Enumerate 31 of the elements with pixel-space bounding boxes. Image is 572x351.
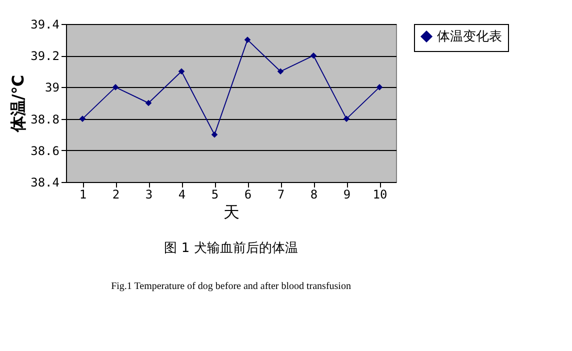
y-tick-label: 38.4 [30, 176, 60, 190]
point [112, 84, 119, 90]
x-tick-label: 6 [244, 188, 252, 202]
y-tick-label: 38.6 [30, 144, 60, 158]
x-tick-label: 8 [310, 188, 318, 202]
point [376, 84, 383, 90]
point [277, 68, 284, 75]
point [310, 52, 317, 59]
point [211, 131, 218, 138]
x-tick-label: 3 [145, 188, 153, 202]
point [244, 36, 251, 43]
x-tick-label: 1 [79, 188, 87, 202]
y-tick-label: 39.4 [30, 18, 60, 32]
y-tick-label: 38.8 [30, 112, 60, 126]
y-tick-label: 39 [45, 80, 60, 95]
x-tick-label: 2 [112, 188, 120, 202]
x-axis-title: 天 [224, 202, 240, 222]
x-tick-label: 9 [343, 188, 351, 202]
legend-label: 体温变化表 [437, 30, 502, 44]
point [79, 116, 86, 122]
point [178, 68, 185, 75]
x-tick-label: 5 [211, 188, 219, 202]
point [343, 116, 350, 122]
y-tick-label: 39.2 [30, 49, 60, 64]
caption: 图 1 犬输血前后的体温 [164, 241, 298, 256]
point [145, 100, 152, 106]
x-tick-label: 4 [178, 188, 186, 202]
x-tick-label: 7 [277, 188, 285, 202]
caption: Fig.1 Temperature of dog before and after blood transfusion [111, 281, 351, 292]
x-tick-label: 10 [372, 188, 388, 202]
y-axis-title: 体温/℃ [8, 74, 28, 134]
